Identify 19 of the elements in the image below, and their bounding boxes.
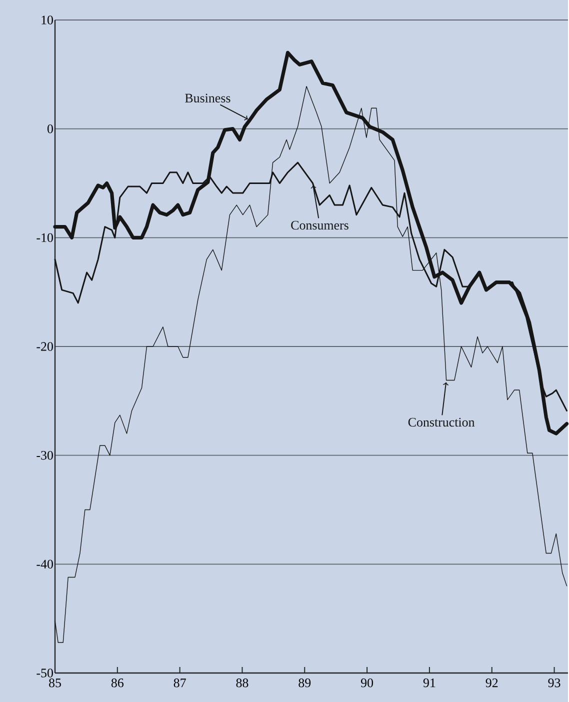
x-tick-label: 92 [486, 678, 498, 688]
y-tick-label: 0 [48, 124, 54, 134]
y-tick-label: -20 [36, 342, 54, 351]
x-tick-label: 93 [548, 678, 560, 688]
text: Business [185, 94, 230, 102]
y-tick-label: 10 [42, 16, 54, 24]
x-tick-label: 87 [174, 678, 186, 688]
y-tick-label: -40 [36, 560, 54, 569]
y-tick-label: -30 [36, 450, 54, 460]
y-tick-label: -50 [36, 668, 54, 678]
text: Construction [408, 418, 475, 427]
x-tick-label: 86 [112, 678, 124, 688]
x-tick-label: 88 [236, 678, 248, 688]
x-tick-label: 91 [424, 678, 436, 688]
x-tick-label: 89 [298, 678, 311, 688]
series-label: Consumers [291, 220, 349, 230]
y-tick-label: -10 [36, 233, 54, 242]
x-tick-label: 85 [49, 678, 62, 688]
x-tick-label: 90 [361, 678, 374, 688]
